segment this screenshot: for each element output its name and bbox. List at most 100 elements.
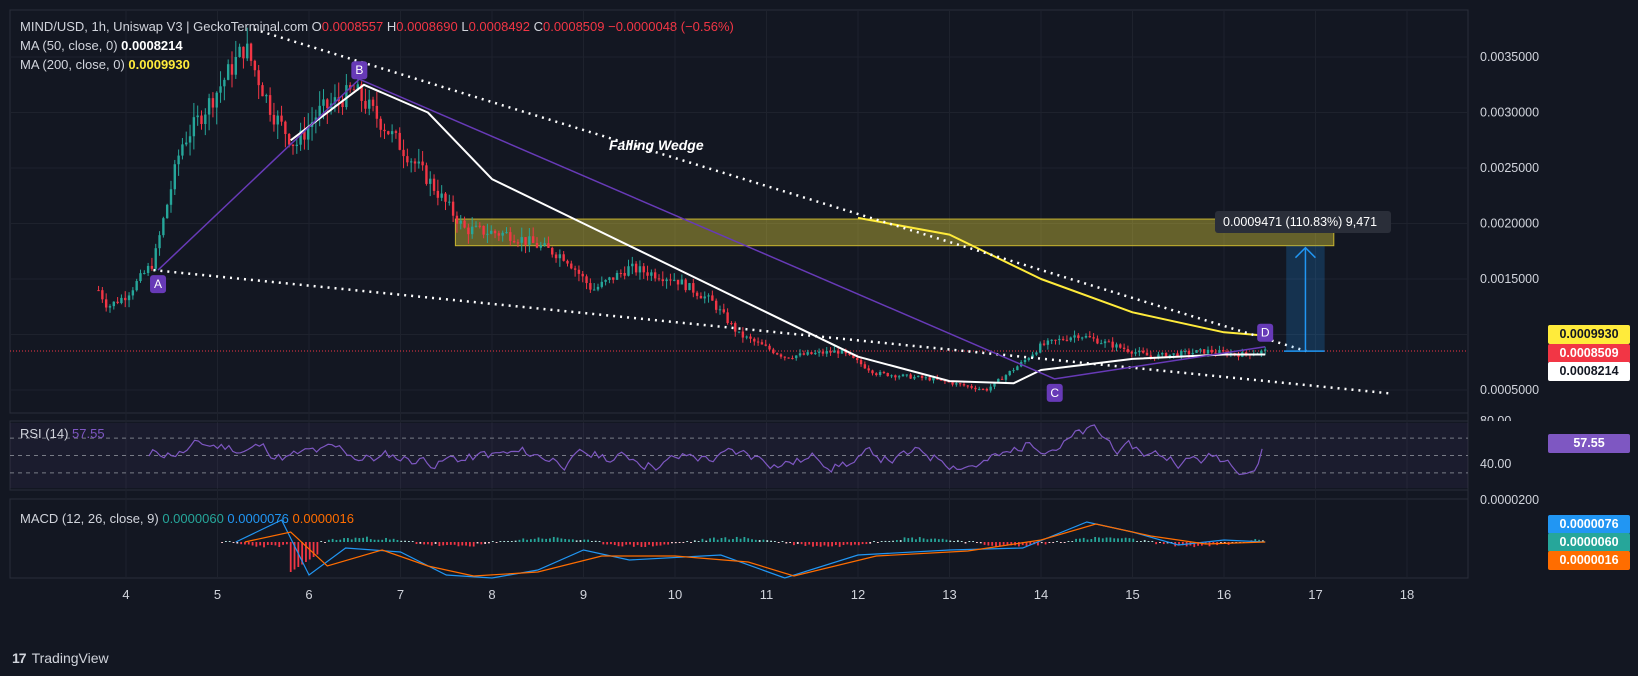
macd-bar: [282, 542, 284, 545]
candle-body: [661, 279, 664, 282]
candle-body: [528, 236, 531, 245]
macd-bar: [251, 542, 254, 546]
candle-body: [989, 386, 992, 391]
candle-body: [886, 372, 889, 377]
candle-body: [375, 105, 379, 119]
macd-bar: [648, 542, 650, 545]
candle-body: [978, 388, 981, 390]
high-label: H: [386, 19, 397, 34]
macd-bar: [1139, 541, 1142, 542]
candle-body: [562, 254, 565, 261]
macd-bar: [236, 542, 239, 544]
candle-body: [1069, 337, 1072, 341]
candle-body: [409, 161, 413, 163]
candle-body: [307, 126, 310, 140]
candle-body: [970, 386, 973, 388]
macd-bar: [461, 542, 464, 546]
ma50-legend[interactable]: MA (50, close, 0) 0.0008214: [20, 38, 183, 53]
macd-bar: [1044, 542, 1047, 545]
macd-bar: [1143, 540, 1146, 542]
macd-bar: [720, 538, 723, 542]
candle-body: [1080, 337, 1084, 339]
candle-body: [509, 232, 512, 241]
macd-bar: [854, 542, 856, 545]
candle-body: [333, 97, 337, 104]
candle-body: [1263, 349, 1267, 351]
macd-bar: [587, 539, 589, 542]
candle-body: [429, 178, 432, 184]
candle-body: [1031, 354, 1034, 359]
candle-body: [501, 232, 504, 236]
macd-bar: [510, 541, 513, 542]
candle-body: [890, 375, 893, 377]
candle-body: [600, 281, 603, 287]
candle-body: [124, 297, 127, 301]
ma200-value: 0.0009930: [128, 57, 190, 72]
candle-body: [551, 247, 554, 255]
macd-bar: [224, 540, 227, 542]
macd-legend[interactable]: MACD (12, 26, close, 9) 0.0000060 0.0000…: [20, 511, 354, 526]
macd-bar: [331, 538, 334, 542]
macd-bar: [449, 542, 452, 545]
candle-body: [951, 382, 954, 385]
macd-bar: [998, 542, 1001, 547]
macd-bar: [419, 542, 422, 544]
macd-bar: [850, 542, 853, 546]
macd-bar: [266, 542, 269, 545]
macd-bar: [1109, 537, 1112, 542]
macd-bar: [964, 542, 967, 544]
candle-body: [406, 156, 409, 163]
macd-bar: [934, 538, 936, 542]
candle-body: [482, 225, 485, 235]
change-value: −0.0000048 (−0.56%): [608, 19, 734, 34]
candle-body: [470, 226, 474, 235]
macd-bar: [732, 538, 734, 542]
candle-body: [962, 384, 966, 386]
macd-macd-tag: 0.0000060: [1548, 533, 1630, 552]
macd-bar: [221, 542, 223, 543]
candle-body: [516, 242, 520, 244]
candle-body: [821, 351, 825, 354]
candle-body: [276, 115, 279, 125]
candle-body: [1054, 339, 1057, 341]
candle-body: [1134, 352, 1137, 354]
macd-bar: [518, 539, 521, 542]
macd-bar: [552, 536, 555, 542]
macd-bar: [1147, 541, 1150, 542]
x-tick-label: 9: [580, 587, 587, 602]
rsi-value: 57.55: [72, 426, 105, 441]
macd-bar: [278, 542, 281, 547]
tradingview-footer[interactable]: 17 TradingView: [12, 650, 109, 666]
candle-body: [520, 237, 523, 243]
candle-body: [848, 353, 851, 355]
macd-macd-value: 0.0000060: [162, 511, 224, 526]
macd-bar: [621, 542, 624, 547]
falling-wedge-label: Falling Wedge: [609, 137, 704, 153]
ma200-legend[interactable]: MA (200, close, 0) 0.0009930: [20, 57, 190, 72]
macd-bar: [865, 542, 868, 545]
candle-body: [764, 344, 767, 346]
candle-body: [402, 149, 405, 157]
candle-body: [795, 355, 798, 359]
close-label: C: [533, 19, 544, 34]
macd-bar: [941, 538, 944, 542]
macd-bar: [930, 538, 933, 542]
macd-bar: [873, 541, 875, 542]
candle-body: [1119, 344, 1122, 348]
macd-bar: [438, 542, 441, 547]
candle-body: [688, 283, 691, 291]
candle-body: [390, 131, 394, 135]
candle-body: [798, 353, 802, 356]
candle-body: [836, 350, 840, 354]
macd-bar: [396, 539, 399, 542]
candle-body: [958, 383, 962, 385]
macd-signal-value: 0.0000076: [227, 511, 289, 526]
candle-body: [459, 220, 462, 224]
candle-body: [905, 374, 908, 376]
macd-bar: [1010, 542, 1013, 546]
macd-bar: [1220, 542, 1222, 544]
candle-body: [1176, 353, 1179, 357]
rsi-legend[interactable]: RSI (14) 57.55: [20, 426, 105, 441]
macd-bar: [804, 542, 807, 546]
